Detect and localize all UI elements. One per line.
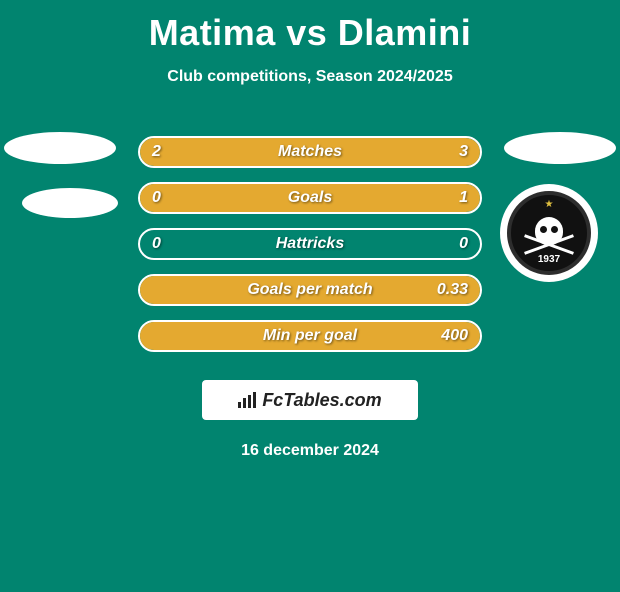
stat-row: 0Hattricks0 [138,228,482,260]
stat-row: Min per goal400 [138,320,482,352]
subtitle: Club competitions, Season 2024/2025 [0,68,620,86]
team-left-logo-1 [4,132,116,164]
stat-value-right: 0.33 [437,281,468,299]
brand-text: FcTables.com [262,390,381,411]
stat-value-right: 400 [441,327,468,345]
team-right-club-badge: ★ 1937 [500,184,598,282]
stat-label: Hattricks [140,235,480,253]
stat-label: Min per goal [140,327,480,345]
page-title: Matima vs Dlamini [0,12,620,54]
badge-year: 1937 [538,254,560,265]
bar-chart-icon [238,392,258,408]
pirates-badge-icon: ★ 1937 [507,191,591,275]
stat-label: Goals per match [140,281,480,299]
stat-label: Goals [140,189,480,207]
stat-row: 2Matches3 [138,136,482,168]
team-right-logo-1 [504,132,616,164]
badge-star-icon: ★ [545,199,554,210]
stat-row: Goals per match0.33 [138,274,482,306]
team-left-logo-2 [22,188,118,218]
brand-badge: FcTables.com [202,380,418,420]
stat-value-right: 0 [459,235,468,253]
stat-label: Matches [140,143,480,161]
stat-value-right: 1 [459,189,468,207]
stat-value-right: 3 [459,143,468,161]
footer-date: 16 december 2024 [0,442,620,460]
stat-row: 0Goals1 [138,182,482,214]
